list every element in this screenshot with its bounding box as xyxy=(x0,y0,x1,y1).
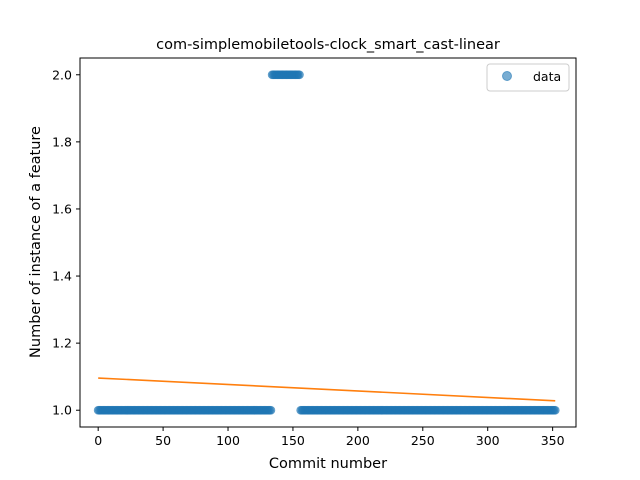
fit-line xyxy=(98,377,556,402)
y-tick-label: 1.4 xyxy=(52,269,72,284)
legend-marker-data xyxy=(502,71,512,81)
y-axis: 1.0 1.2 1.4 1.6 1.8 2.0 xyxy=(52,67,80,418)
x-tick-label: 150 xyxy=(281,433,305,448)
y-tick-label: 1.8 xyxy=(52,134,72,149)
legend: data xyxy=(486,63,570,92)
x-tick-label: 0 xyxy=(94,433,102,448)
axes-frame xyxy=(79,57,577,428)
y-tick-label: 1.6 xyxy=(52,201,72,216)
x-axis-label: Commit number xyxy=(269,456,387,472)
data-point xyxy=(295,70,304,80)
x-tick-label: 50 xyxy=(155,433,171,448)
x-tick-label: 300 xyxy=(476,433,500,448)
chart-title: com-simplemobiletools-clock_smart_cast-l… xyxy=(156,37,500,53)
y-tick-label: 1.2 xyxy=(52,336,72,351)
x-tick-label: 350 xyxy=(541,433,565,448)
legend-label-data: data xyxy=(533,69,561,84)
data-point xyxy=(550,405,560,415)
y-tick-label: 1.0 xyxy=(52,403,72,418)
x-tick-label: 100 xyxy=(216,433,240,448)
y-axis-label: Number of instance of a feature xyxy=(28,126,44,358)
data-point xyxy=(266,405,276,415)
plot-area xyxy=(93,70,560,415)
x-axis: 0 50 100 150 200 250 300 350 xyxy=(94,427,565,448)
x-tick-label: 200 xyxy=(346,433,370,448)
legend-box xyxy=(486,63,570,92)
x-tick-label: 250 xyxy=(411,433,435,448)
y-tick-label: 2.0 xyxy=(52,67,72,82)
